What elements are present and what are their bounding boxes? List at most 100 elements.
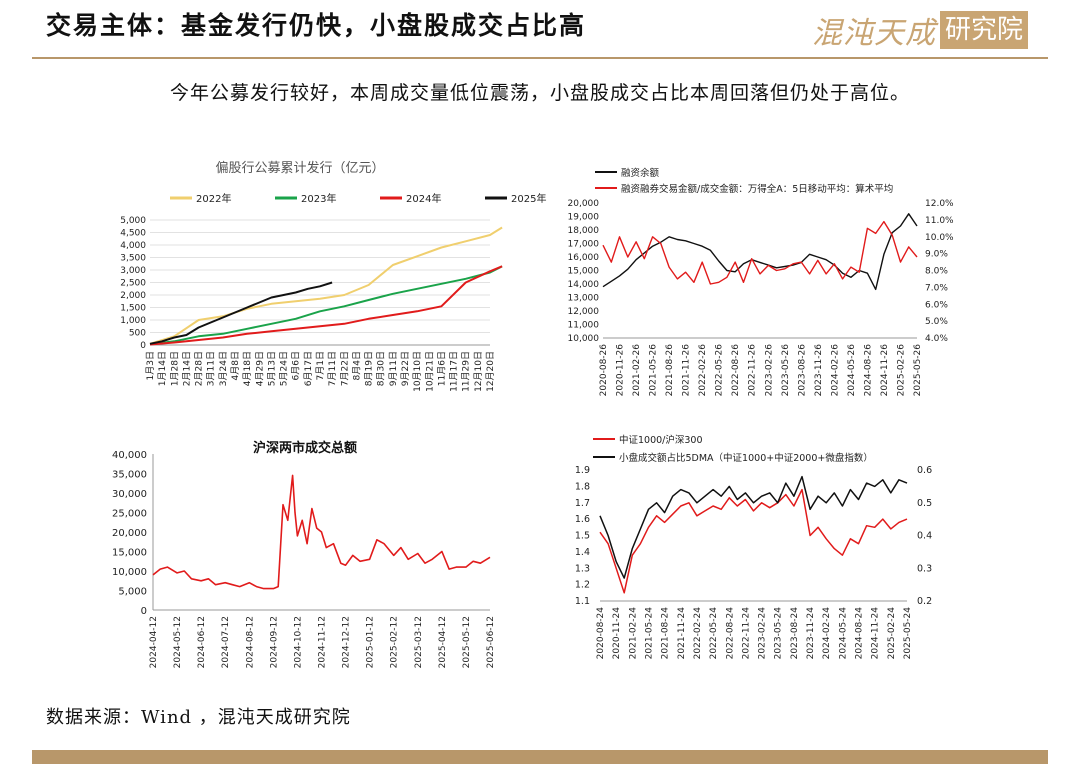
y-right-tick-label: 6.0%: [925, 300, 948, 310]
legend-label: 2025年: [511, 192, 546, 205]
legend-label: 融资融券交易金额/成交金额：万得全A：5日移动平均：算术平均: [621, 183, 893, 195]
footer-bar: [32, 750, 1048, 764]
x-tick-label: 2022-08-24: [725, 607, 735, 660]
x-tick-label: 10月21日: [424, 351, 435, 392]
y-right-tick-label: 8.0%: [925, 267, 948, 277]
y-tick-label: 1.7: [575, 498, 590, 509]
x-tick-label: 2024-09-12: [269, 616, 279, 668]
x-tick-label: 9月11日: [388, 351, 399, 386]
x-tick-label: 2025-05-26: [913, 344, 923, 397]
y-tick-label: 1,000: [120, 316, 146, 326]
x-tick-label: 4月29日: [254, 351, 265, 386]
y-right-tick-label: 11.0%: [925, 216, 954, 226]
x-tick-label: 2月14日: [181, 351, 192, 386]
y-right-tick-label: 0.5: [917, 498, 932, 509]
y-right-tick-label: 4.0%: [925, 334, 948, 344]
x-tick-label: 2020-08-26: [599, 344, 609, 397]
x-tick-label: 4月18日: [242, 351, 253, 386]
x-tick-label: 2025-05-12: [462, 616, 472, 668]
x-tick-label: 4月8日: [230, 351, 241, 380]
y-tick-label: 13,000: [568, 294, 600, 304]
x-tick-label: 12月20日: [485, 351, 496, 392]
y-tick-label: 0: [141, 606, 147, 617]
x-tick-label: 2023-11-24: [806, 607, 816, 660]
x-tick-label: 2023-08-24: [790, 607, 800, 660]
x-tick-label: 2025-06-12: [486, 616, 496, 668]
x-tick-label: 2021-05-26: [649, 344, 659, 397]
y-tick-label: 2,500: [120, 279, 146, 289]
data-source-note: 数据来源：Wind ，混沌天成研究院: [46, 707, 351, 728]
x-tick-label: 2024-02-26: [830, 344, 840, 397]
y-tick-label: 10,000: [568, 334, 600, 344]
legend-label: 中证1000/沪深300: [619, 434, 703, 446]
x-tick-label: 2020-11-26: [616, 344, 626, 397]
series-line: [599, 475, 908, 579]
y-tick-label: 12,000: [568, 307, 600, 317]
x-tick-label: 6月6日: [291, 351, 302, 380]
x-tick-label: 2024-05-24: [838, 607, 848, 660]
x-tick-label: 1月28日: [169, 351, 180, 386]
x-tick-label: 2024-06-12: [197, 616, 207, 668]
y-right-tick-label: 9.0%: [925, 250, 948, 260]
x-tick-label: 12月10日: [473, 351, 484, 392]
legend-label: 2023年: [301, 192, 336, 205]
x-tick-label: 10月10日: [412, 351, 423, 392]
y-tick-label: 15,000: [568, 267, 600, 277]
x-tick-label: 2024-08-12: [245, 616, 255, 668]
y-tick-label: 40,000: [112, 450, 147, 461]
x-tick-label: 7月11日: [327, 351, 338, 386]
x-tick-label: 2024-02-24: [822, 607, 832, 660]
x-tick-label: 8月4日: [351, 351, 362, 380]
x-tick-label: 2025-02-26: [896, 344, 906, 397]
x-tick-label: 2020-08-24: [596, 607, 606, 660]
x-tick-label: 2022-08-26: [731, 344, 741, 397]
x-tick-label: 2023-11-26: [814, 344, 824, 397]
y-right-tick-label: 10.0%: [925, 233, 954, 243]
y-right-tick-label: 5.0%: [925, 317, 948, 327]
x-tick-label: 2月28日: [194, 351, 205, 386]
logo-script-text: 混沌天成: [811, 16, 936, 51]
x-tick-label: 2021-08-24: [661, 607, 671, 660]
x-tick-label: 2021-02-26: [632, 344, 642, 397]
smallcap-share-chart: 中证1000/沪深300 小盘成交额占比5DMA（中证1000+中证2000+微盘…: [575, 434, 932, 660]
fund-issuance-chart: 偏股行公募累计发行（亿元） 2022年 2023年 2024年 2025年 0 500 1,0…: [120, 160, 546, 392]
series-line: [149, 265, 503, 346]
x-tick-label: 8月19日: [364, 351, 375, 386]
y-right-tick-label: 0.4: [917, 531, 932, 542]
legend-label: 融资余额: [621, 167, 660, 179]
y-tick-label: 1.2: [575, 580, 590, 591]
y-tick-label: 5,000: [120, 216, 146, 226]
y-tick-label: 1.8: [575, 481, 590, 492]
y-tick-label: 11,000: [568, 321, 600, 331]
x-tick-label: 2024-11-26: [880, 344, 890, 397]
x-tick-label: 2025-01-12: [366, 616, 376, 668]
header-divider: [32, 57, 1048, 59]
y-tick-label: 1,500: [120, 304, 146, 314]
x-tick-label: 2024-05-26: [847, 344, 857, 397]
x-tick-label: 2022-02-26: [698, 344, 708, 397]
y-tick-label: 3,000: [120, 266, 146, 276]
x-tick-label: 5月13日: [266, 351, 277, 386]
x-tick-label: 2022-05-26: [715, 344, 725, 397]
x-tick-label: 2025-03-12: [414, 616, 424, 668]
x-tick-label: 1月14日: [157, 351, 168, 386]
y-tick-label: 20,000: [112, 528, 147, 539]
x-tick-label: 2023-05-26: [781, 344, 791, 397]
series-line: [149, 265, 503, 346]
y-tick-label: 4,000: [120, 241, 146, 251]
x-tick-label: 2024-07-12: [221, 616, 231, 668]
y-right-tick-label: 0.2: [917, 596, 932, 607]
series-line: [149, 281, 333, 345]
logo-box-text: 研究院: [939, 11, 1028, 49]
x-tick-label: 2024-11-24: [871, 607, 881, 660]
y-tick-label: 17,000: [568, 240, 600, 250]
x-tick-label: 2022-11-24: [741, 607, 751, 660]
legend-label: 2024年: [406, 192, 441, 205]
y-tick-label: 19,000: [568, 213, 600, 223]
x-tick-label: 2023-05-24: [774, 607, 784, 660]
x-tick-label: 11月17日: [449, 351, 460, 392]
y-right-tick-label: 12.0%: [925, 199, 954, 209]
y-tick-label: 15,000: [112, 548, 147, 559]
x-tick-label: 2022-02-24: [693, 607, 703, 660]
